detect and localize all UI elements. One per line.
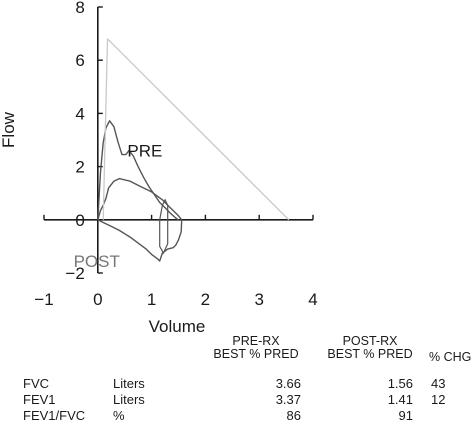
- spirometry-results-table: PRE-RX BEST % PRED POST-RX BEST % PRED %…: [0, 333, 474, 425]
- series-post-inner-loop: [159, 198, 169, 255]
- row-fvc-pre: 3.66: [275, 376, 301, 391]
- header-pre-rx: PRE-RX BEST % PRED: [198, 335, 314, 361]
- series-pre-label: PRE: [127, 142, 162, 161]
- y-tick-label: 8: [75, 0, 84, 17]
- y-axis-title: Flow: [0, 111, 18, 148]
- series-layer: [97, 38, 290, 262]
- series-post-curve: [97, 177, 183, 262]
- label-layer: PRE POST: [74, 142, 163, 271]
- row-ratio-unit: %: [113, 408, 125, 423]
- row-fvc-change: 43: [431, 376, 446, 391]
- header-pre-rx-top: PRE-RX: [232, 334, 280, 348]
- row-fev1-pre: 3.37: [275, 392, 301, 407]
- x-tick-label: 3: [254, 290, 263, 309]
- row-fev1-change: 12: [431, 392, 446, 407]
- x-tick-label: 1: [147, 290, 156, 309]
- header-post-rx-bottom: BEST % PRED: [327, 347, 413, 361]
- axes-layer: [44, 7, 313, 273]
- header-pre-rx-bottom: BEST % PRED: [213, 347, 299, 361]
- y-tick-label: 2: [75, 158, 84, 177]
- x-axis-title: Volume: [149, 317, 206, 336]
- row-fvc-post: 1.56: [387, 376, 413, 391]
- header-post-rx-top: POST-RX: [342, 334, 398, 348]
- x-tick-label: 4: [308, 290, 317, 309]
- y-tick-label: 6: [75, 51, 84, 70]
- row-fev1-label: FEV1: [23, 392, 56, 407]
- row-fev1-unit: Liters: [113, 392, 145, 407]
- x-tick-label: 0: [93, 290, 102, 309]
- y-tick-label: −2: [65, 264, 84, 283]
- row-fvc-unit: Liters: [113, 376, 145, 391]
- header-post-rx: POST-RX BEST % PRED: [312, 335, 428, 361]
- series-pre-curve: [97, 120, 179, 221]
- row-ratio-post: 91: [398, 408, 413, 423]
- row-ratio-pre: 86: [286, 408, 301, 423]
- y-tick-label: 4: [75, 104, 84, 123]
- series-post-label: POST: [74, 252, 120, 271]
- row-ratio-label: FEV1/FVC: [23, 408, 86, 423]
- row-fev1-post: 1.41: [387, 392, 413, 407]
- row-fvc-label: FVC: [23, 376, 49, 391]
- predicted-curve: [102, 38, 290, 221]
- header-percent-change: % CHG: [429, 350, 472, 364]
- x-tick-label: −1: [34, 290, 53, 309]
- x-tick-label: 2: [201, 290, 210, 309]
